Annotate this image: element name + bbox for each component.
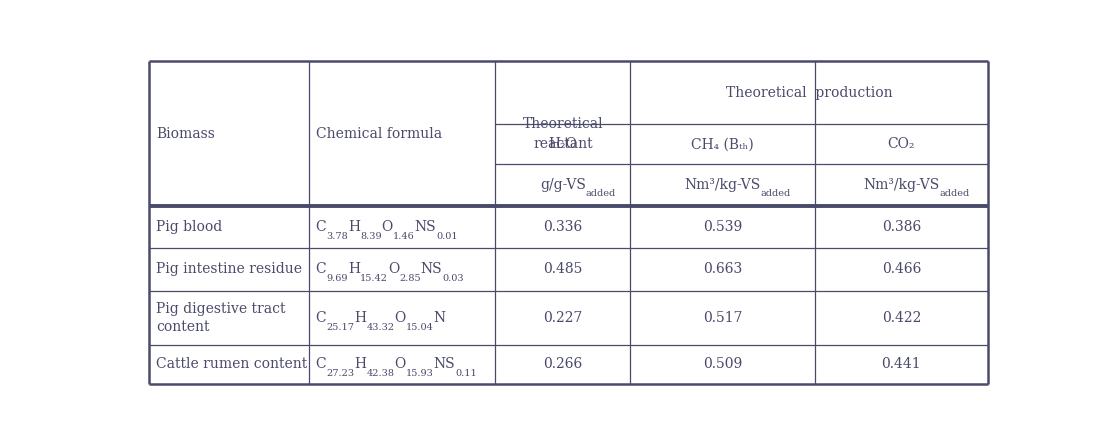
Text: 9.69: 9.69 — [326, 274, 348, 284]
Text: H: H — [355, 358, 366, 371]
Text: 0.11: 0.11 — [455, 370, 477, 378]
Text: 0.03: 0.03 — [442, 274, 464, 284]
Text: 0.663: 0.663 — [703, 262, 742, 277]
Text: 0.266: 0.266 — [543, 358, 582, 371]
Text: O: O — [388, 262, 399, 277]
Text: H: H — [348, 220, 360, 234]
Text: 15.04: 15.04 — [406, 323, 434, 332]
Text: 0.01: 0.01 — [436, 232, 458, 241]
Text: Pig blood: Pig blood — [155, 220, 222, 234]
Text: O: O — [395, 311, 406, 325]
Text: NS: NS — [415, 220, 436, 234]
Text: 0.441: 0.441 — [882, 358, 922, 371]
Text: N: N — [434, 311, 446, 325]
Text: 0.386: 0.386 — [882, 220, 922, 234]
Text: H₂O: H₂O — [548, 137, 577, 151]
Text: added: added — [586, 189, 615, 198]
Text: CH₄ (Bₜₕ): CH₄ (Bₜₕ) — [691, 137, 754, 151]
Text: g/g-VS: g/g-VS — [540, 178, 586, 192]
Text: 15.93: 15.93 — [406, 370, 434, 378]
Text: 3.78: 3.78 — [326, 232, 348, 241]
Text: C: C — [316, 262, 326, 277]
Text: O: O — [381, 220, 393, 234]
Text: H: H — [354, 311, 366, 325]
Text: 0.227: 0.227 — [543, 311, 582, 325]
Text: CO₂: CO₂ — [887, 137, 915, 151]
Text: Pig intestine residue: Pig intestine residue — [155, 262, 302, 277]
Text: 15.42: 15.42 — [359, 274, 388, 284]
Text: C: C — [316, 220, 326, 234]
Text: Cattle rumen content: Cattle rumen content — [155, 358, 307, 371]
Text: 0.422: 0.422 — [882, 311, 922, 325]
Text: C: C — [316, 311, 326, 325]
Text: 0.539: 0.539 — [703, 220, 742, 234]
Text: C: C — [316, 358, 326, 371]
Text: O: O — [395, 358, 406, 371]
Text: 0.336: 0.336 — [543, 220, 582, 234]
Text: H: H — [348, 262, 359, 277]
Text: NS: NS — [434, 358, 455, 371]
Text: 0.509: 0.509 — [703, 358, 742, 371]
Text: 2.85: 2.85 — [399, 274, 420, 284]
Text: Nm³/kg-VS: Nm³/kg-VS — [863, 178, 939, 192]
Text: 0.466: 0.466 — [882, 262, 922, 277]
Text: 43.32: 43.32 — [366, 323, 395, 332]
Text: NS: NS — [420, 262, 442, 277]
Text: Pig digestive tract
content: Pig digestive tract content — [155, 302, 285, 334]
Text: 42.38: 42.38 — [366, 370, 395, 378]
Text: added: added — [761, 189, 791, 198]
Text: 1.46: 1.46 — [393, 232, 415, 241]
Text: 8.39: 8.39 — [360, 232, 381, 241]
Text: 0.485: 0.485 — [543, 262, 582, 277]
Text: added: added — [939, 189, 969, 198]
Text: 27.23: 27.23 — [326, 370, 355, 378]
Text: Theoretical
reactant: Theoretical reactant — [522, 117, 603, 151]
Text: Nm³/kg-VS: Nm³/kg-VS — [684, 178, 761, 192]
Text: 0.517: 0.517 — [703, 311, 742, 325]
Text: Theoretical  production: Theoretical production — [725, 86, 893, 100]
Text: Biomass: Biomass — [155, 127, 215, 141]
Text: 25.17: 25.17 — [326, 323, 354, 332]
Text: Chemical formula: Chemical formula — [316, 127, 441, 141]
